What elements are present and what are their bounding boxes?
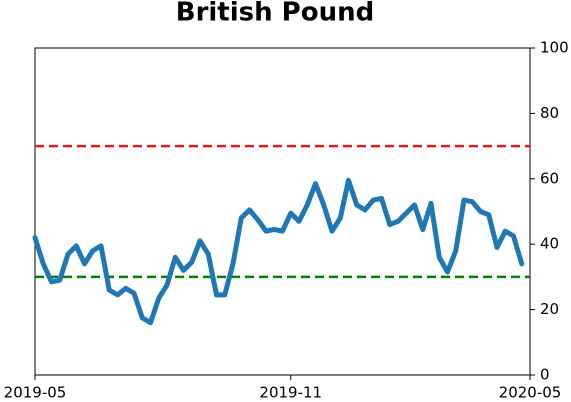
x-tick-label: 2019-11 — [259, 384, 322, 402]
data-line — [32, 177, 525, 326]
plot-frame — [34, 47, 531, 376]
y-tick-label: 60 — [540, 169, 559, 187]
y-tick-label: 40 — [540, 235, 559, 253]
y-tick-label: 20 — [540, 300, 559, 318]
y-tick-label: 0 — [540, 366, 550, 384]
x-tick-label: 2019-05 — [4, 384, 67, 402]
chart-title: British Pound — [176, 0, 374, 28]
y-tick-label: 100 — [540, 39, 569, 57]
y-tick-label: 80 — [540, 104, 559, 122]
x-tick-label: 2020-05 — [499, 384, 562, 402]
